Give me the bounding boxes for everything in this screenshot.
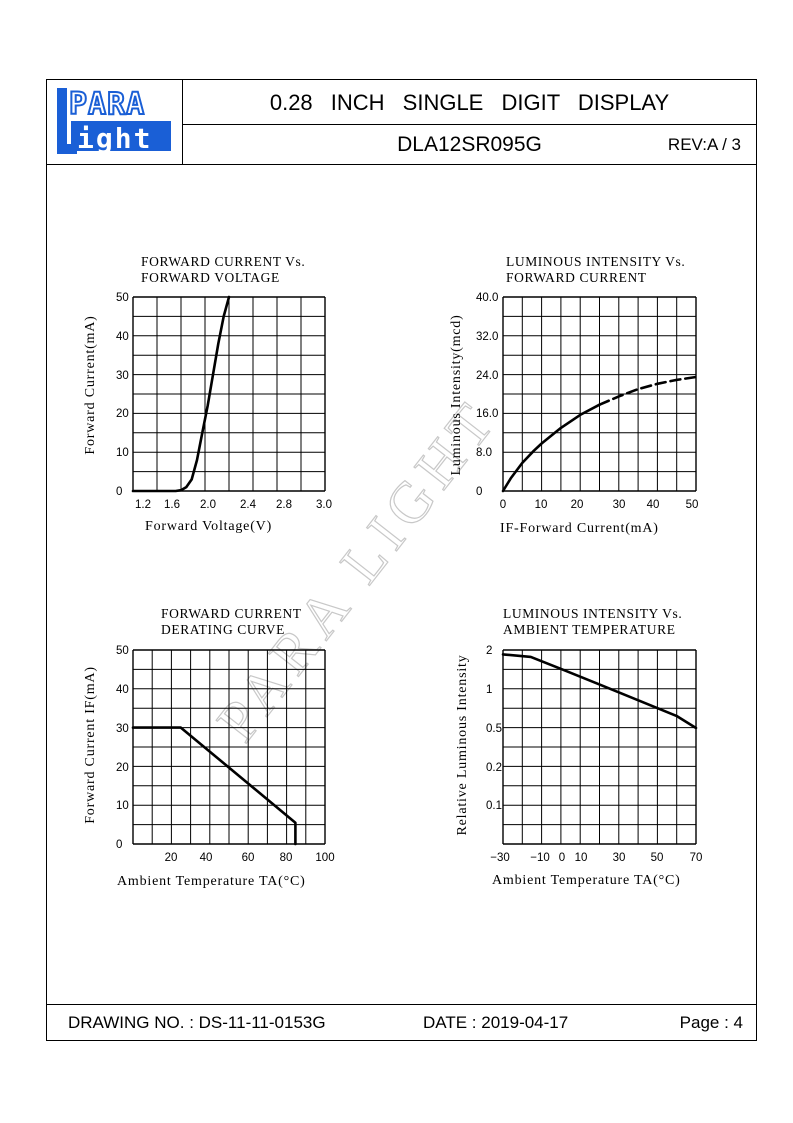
- y-tick-label: 40: [116, 684, 129, 696]
- x-axis-label: IF-Forward Current(mA): [500, 521, 659, 536]
- header-bottom-rule: [46, 164, 757, 165]
- y-tick-label: 20: [116, 408, 129, 420]
- y-tick-label: 0.2: [486, 762, 502, 774]
- revision-label: REV:A / 3: [667, 135, 741, 154]
- x-tick-label: 30: [613, 499, 626, 511]
- y-tick-label: 1: [486, 684, 492, 696]
- series-line: [501, 653, 698, 730]
- document-date: DATE : 2019-04-17: [423, 1013, 569, 1032]
- y-tick-label: 20: [116, 762, 129, 774]
- y-tick-label: 0: [476, 486, 482, 498]
- x-tick-label: 1.6: [164, 499, 180, 511]
- y-axis-label: Relative Luminous Intensity: [455, 654, 470, 835]
- x-tick-label: 2.4: [240, 499, 257, 511]
- chart-title-line: AMBIENT TEMPERATURE: [503, 622, 676, 637]
- y-tick-label: 40: [116, 331, 129, 343]
- y-tick-label: 8.0: [476, 447, 492, 459]
- x-tick-label: 20: [165, 852, 178, 864]
- series-line: [131, 726, 297, 846]
- y-tick-label: 30: [116, 370, 129, 382]
- y-axis-label: Forward Current(mA): [83, 315, 98, 454]
- x-tick-label: 80: [280, 852, 293, 864]
- x-tick-label: 30: [613, 852, 626, 864]
- chart-title-line: FORWARD CURRENT Vs.: [141, 254, 305, 269]
- y-axis-label: Luminous Intensity(mcd): [449, 314, 464, 475]
- x-tick-label: 2.8: [276, 499, 292, 511]
- chart-title-line: DERATING CURVE: [161, 622, 285, 637]
- series-line: [131, 295, 231, 493]
- y-tick-label: 32.0: [476, 331, 498, 343]
- x-axis-label: Ambient Temperature TA(°C): [492, 873, 681, 888]
- x-tick-label: 1.2: [135, 499, 151, 511]
- logo-divider-rule: [182, 79, 183, 165]
- y-tick-label: 0: [116, 486, 122, 498]
- x-tick-label: 0: [559, 852, 565, 864]
- title-divider-rule: [182, 124, 757, 125]
- x-tick-label: 60: [242, 852, 255, 864]
- y-tick-label: 40.0: [476, 292, 498, 304]
- x-tick-label: 50: [686, 499, 699, 511]
- x-tick-label: −30: [490, 852, 510, 864]
- logo-text-ight: ight: [77, 122, 152, 154]
- drawing-number: DRAWING NO. : DS-11-11-0153G: [68, 1013, 326, 1032]
- y-tick-label: 10: [116, 447, 129, 459]
- x-tick-label: 70: [690, 852, 703, 864]
- chart-title-line: LUMINOUS INTENSITY Vs.: [503, 606, 682, 621]
- x-axis-label: Forward Voltage(V): [145, 519, 272, 534]
- y-tick-label: 0.1: [486, 800, 502, 812]
- chart-1: FORWARD CURRENT Vs.FORWARD VOLTAGE 1.2 1.6…: [83, 254, 332, 534]
- series-line: [598, 375, 698, 407]
- chart-title-line: FORWARD CURRENT: [506, 270, 647, 285]
- x-tick-label: 0: [500, 499, 506, 511]
- chart-2: LUMINOUS INTENSITY Vs.FORWARD CURRENT 0 10…: [449, 254, 698, 536]
- y-tick-label: 0.5: [486, 723, 502, 735]
- x-tick-label: −10: [530, 852, 550, 864]
- x-tick-label: 100: [315, 852, 334, 864]
- page-number: Page : 4: [679, 1013, 743, 1032]
- x-axis-label: Ambient Temperature TA(°C): [117, 874, 306, 889]
- page-frame: [46, 79, 757, 1041]
- part-number: DLA12SR095G: [397, 133, 542, 156]
- y-tick-label: 10: [116, 800, 129, 812]
- chart-title-line: LUMINOUS INTENSITY Vs.: [506, 254, 685, 269]
- x-tick-label: 10: [575, 852, 588, 864]
- chart-4: LUMINOUS INTENSITY Vs.AMBIENT TEMPERATUR…: [455, 606, 702, 888]
- chart-title-line: FORWARD VOLTAGE: [141, 270, 280, 285]
- document-title: 0.28 INCH SINGLE DIGIT DISPLAY: [269, 90, 670, 115]
- para-light-logo: PARA ight: [57, 88, 171, 154]
- x-tick-label: 20: [571, 499, 584, 511]
- x-tick-label: 10: [535, 499, 548, 511]
- y-tick-label: 0: [116, 839, 122, 851]
- logo-text-para: PARA: [69, 88, 145, 122]
- x-tick-label: 3.0: [316, 499, 332, 511]
- y-tick-label: 50: [116, 645, 129, 657]
- series-line: [501, 403, 601, 493]
- chart-title-line: FORWARD CURRENT: [161, 606, 302, 621]
- x-tick-label: 40: [647, 499, 660, 511]
- y-tick-label: 50: [116, 292, 129, 304]
- footer-top-rule: [46, 1004, 757, 1005]
- y-axis-label: Forward Current IF(mA): [83, 666, 98, 824]
- x-tick-label: 50: [651, 852, 664, 864]
- y-tick-label: 30: [116, 723, 129, 735]
- x-tick-label: 40: [200, 852, 213, 864]
- y-tick-label: 2: [486, 645, 492, 657]
- x-tick-label: 2.0: [200, 499, 216, 511]
- y-tick-label: 16.0: [476, 408, 498, 420]
- y-tick-label: 24.0: [476, 370, 498, 382]
